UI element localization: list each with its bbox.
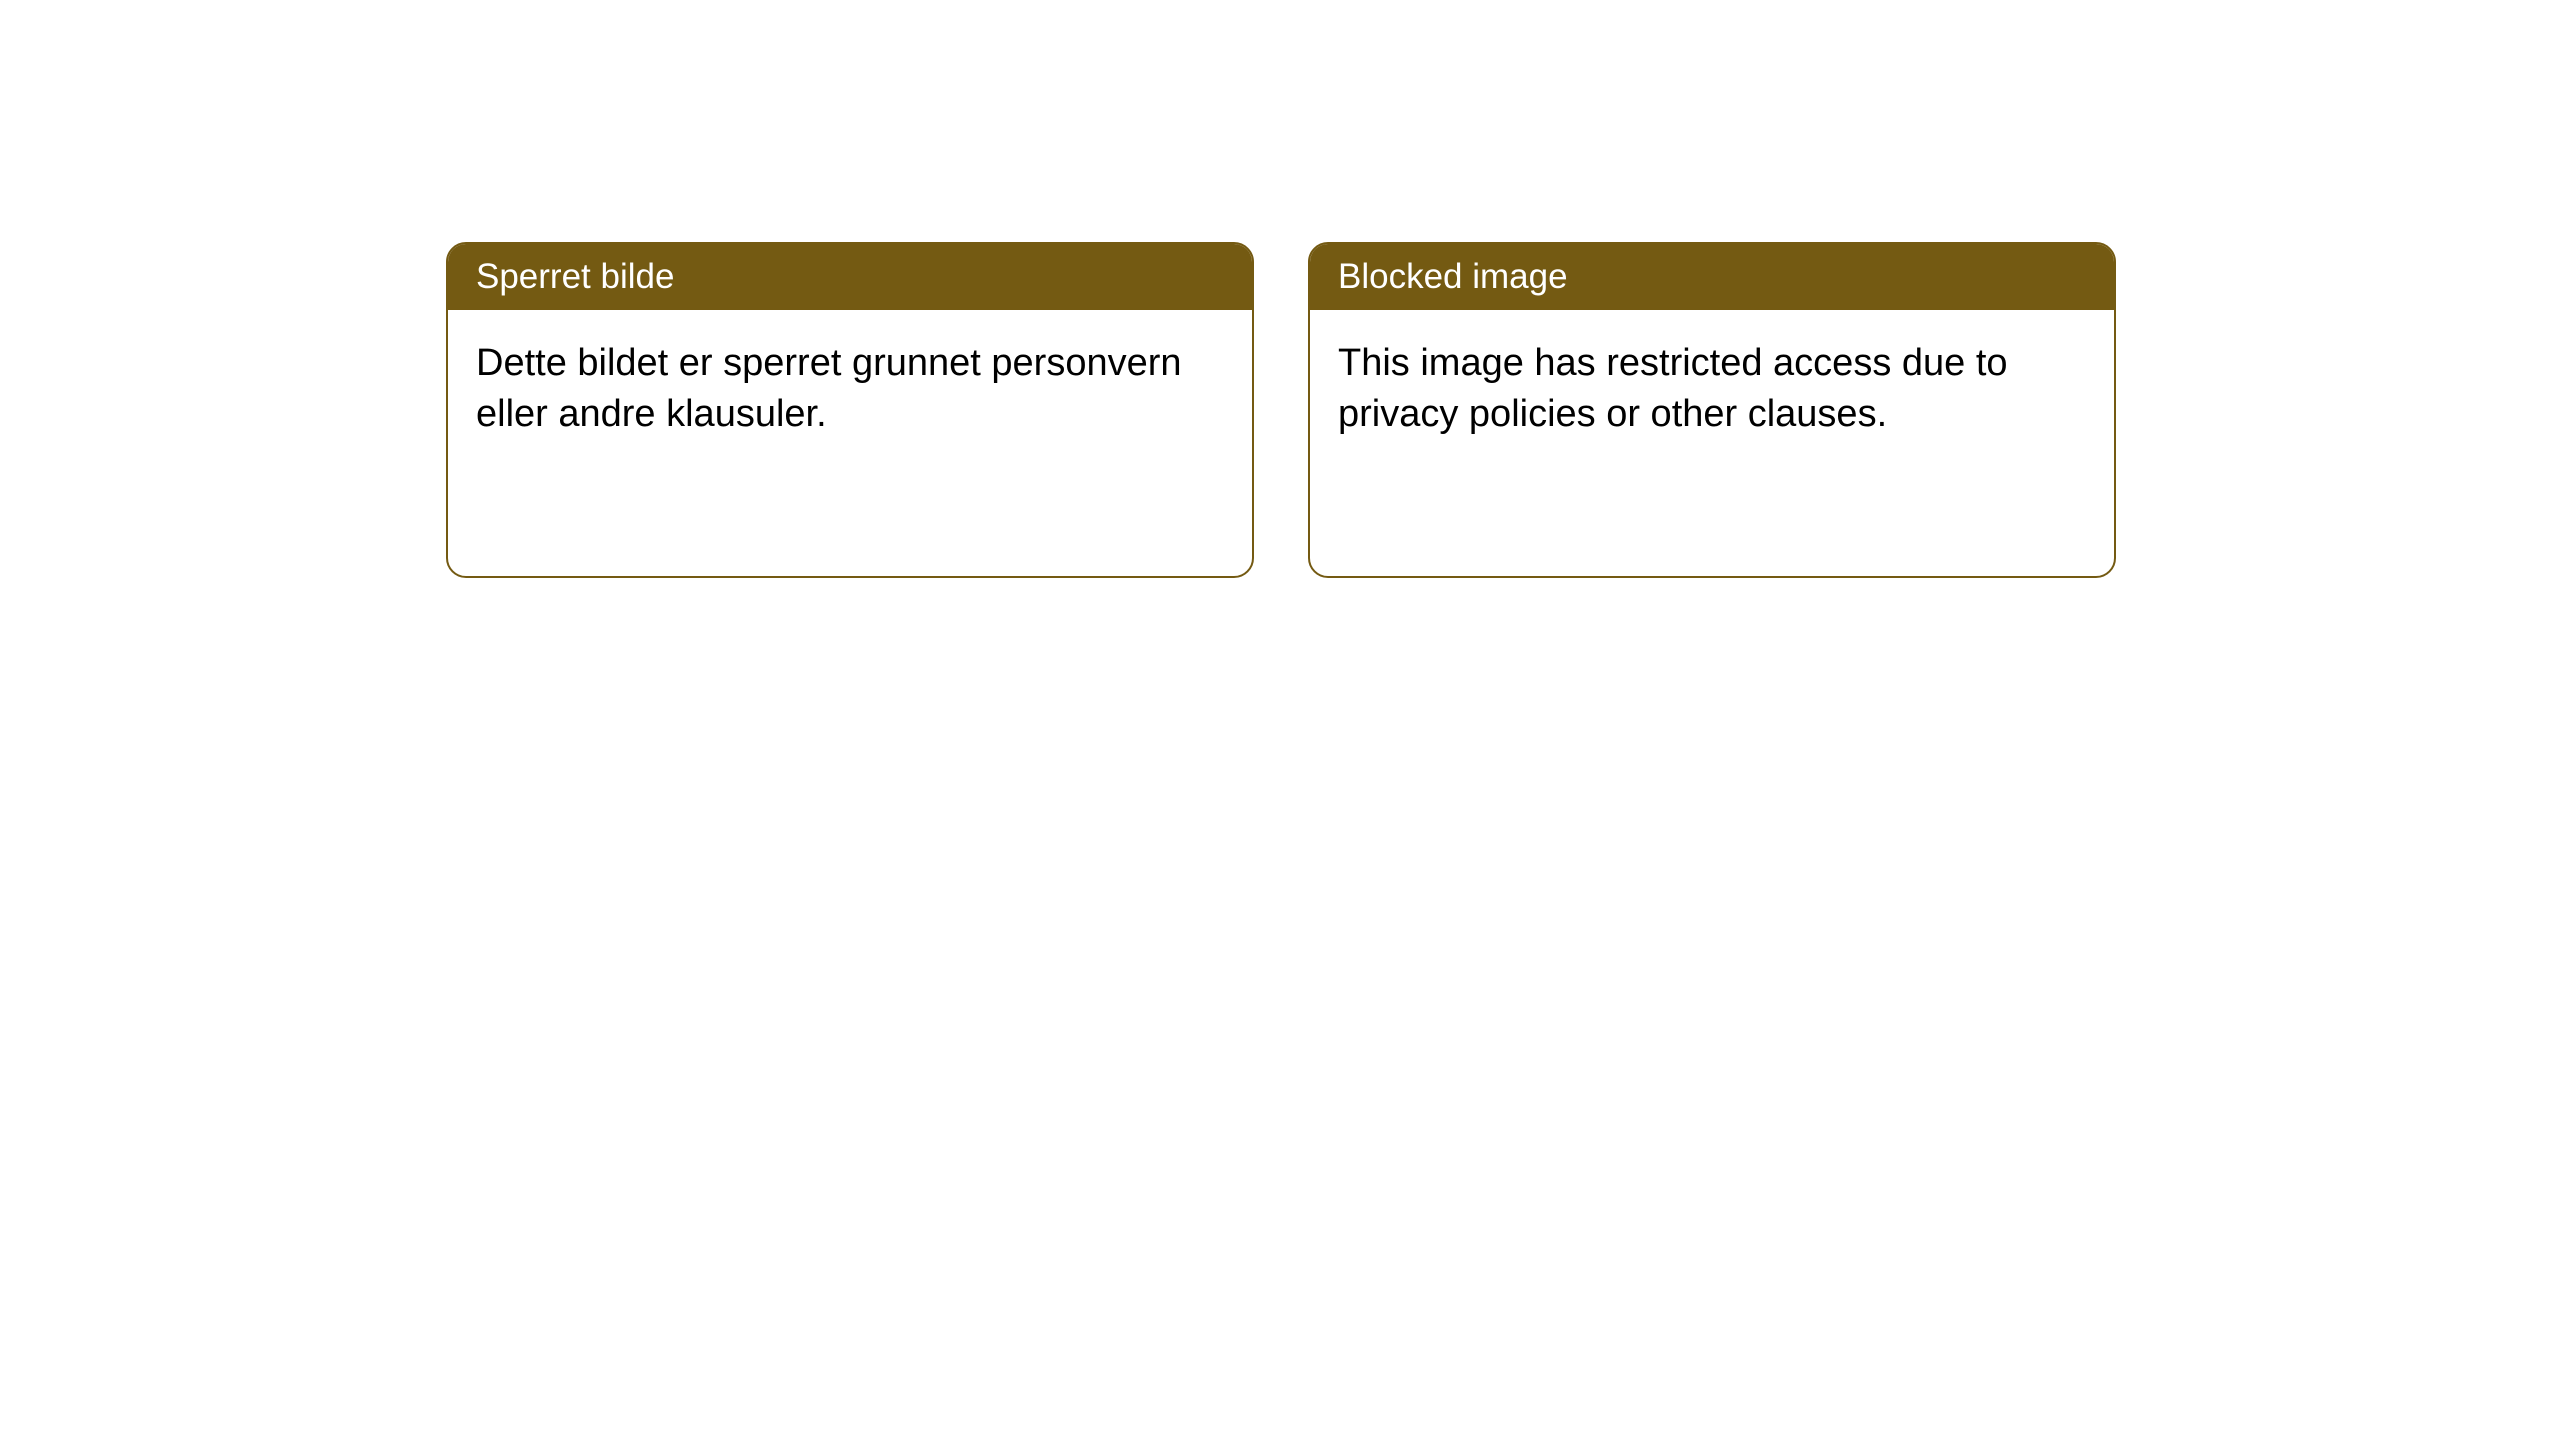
card-header: Blocked image (1310, 244, 2114, 310)
notice-card-norwegian: Sperret bilde Dette bildet er sperret gr… (446, 242, 1254, 578)
card-body-text: This image has restricted access due to … (1338, 342, 2008, 435)
card-title: Blocked image (1338, 257, 1568, 296)
card-body: Dette bildet er sperret grunnet personve… (448, 310, 1252, 469)
notice-container: Sperret bilde Dette bildet er sperret gr… (446, 242, 2116, 578)
notice-card-english: Blocked image This image has restricted … (1308, 242, 2116, 578)
card-body-text: Dette bildet er sperret grunnet personve… (476, 342, 1182, 435)
card-title: Sperret bilde (476, 257, 674, 296)
card-header: Sperret bilde (448, 244, 1252, 310)
card-body: This image has restricted access due to … (1310, 310, 2114, 469)
